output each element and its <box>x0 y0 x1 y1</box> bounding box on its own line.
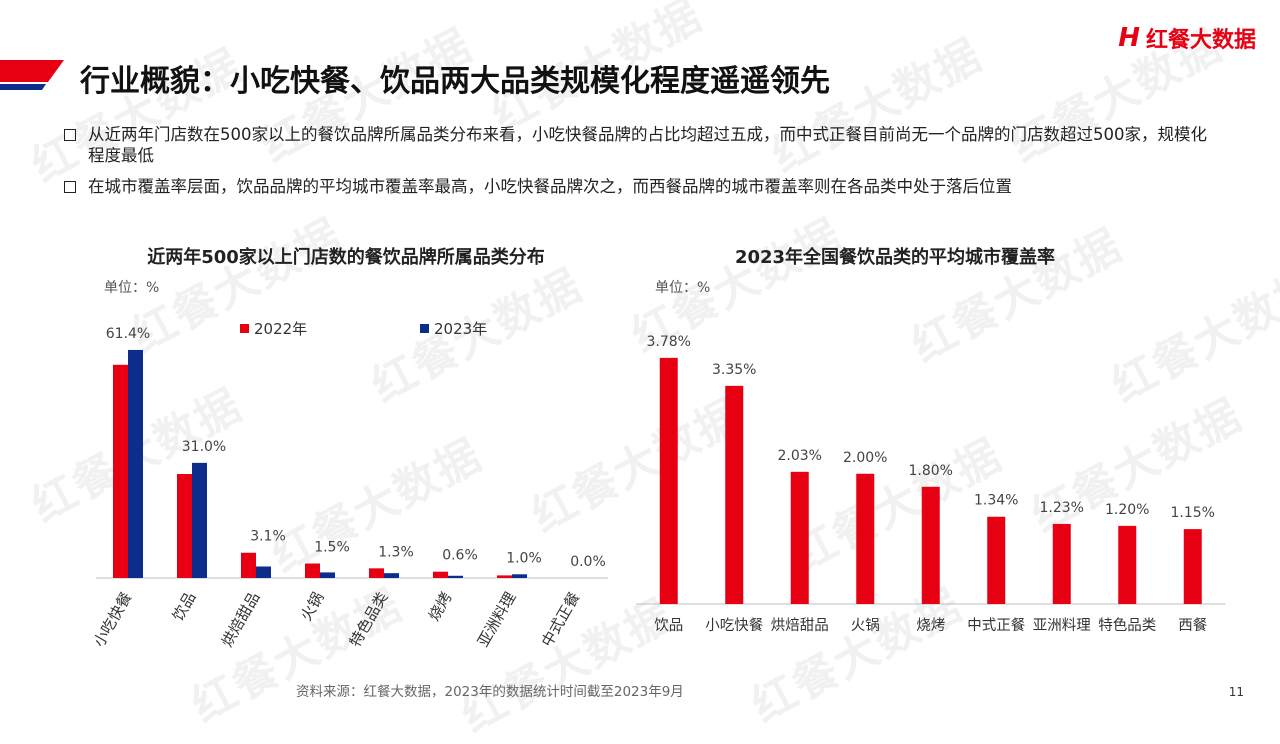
right-bar-chart: 3.78% 饮品 3.35% 小吃快餐 2.03% 烘焙甜品 2.00% 火锅 1.80% 烧烤 1… <box>636 334 1226 634</box>
page-number: 11 <box>1228 685 1244 699</box>
checkbox-bullet-icon <box>64 181 76 193</box>
legend-swatch-2023 <box>420 324 429 333</box>
data-label: 2.00% <box>843 450 887 466</box>
bar <box>921 486 940 604</box>
data-label: 1.80% <box>909 463 953 479</box>
right-chart-unit: 单位：% <box>655 280 711 296</box>
logo-icon: H <box>1118 23 1140 53</box>
bar-2022 <box>177 474 192 578</box>
legend-item-2022: 2022年 <box>240 318 307 339</box>
legend-swatch-2022 <box>240 324 249 333</box>
bar-2023 <box>384 573 399 578</box>
x-tick-label: 烧烤 <box>916 617 945 634</box>
bar <box>1052 523 1071 604</box>
x-tick-label: 亚洲料理 <box>474 589 520 650</box>
data-label: 1.20% <box>1105 502 1149 518</box>
brand-logo: H 红餐大数据 <box>1118 22 1256 54</box>
x-tick-label: 烘焙甜品 <box>771 617 829 634</box>
source-note: 资料来源：红餐大数据，2023年的数据统计时间截至2023年9月 <box>296 684 684 700</box>
x-tick-label: 中式正餐 <box>538 589 584 650</box>
x-tick-label: 中式正餐 <box>967 617 1025 634</box>
page-title: 行业概貌：小吃快餐、饮品两大品类规模化程度遥遥领先 <box>80 64 830 99</box>
bullet-item: 在城市覆盖率层面，饮品品牌的平均城市覆盖率最高，小吃快餐品牌次之，而西餐品牌的城… <box>64 176 1214 197</box>
left-chart-unit: 单位：% <box>104 280 160 296</box>
bullet-text: 在城市覆盖率层面，饮品品牌的平均城市覆盖率最高，小吃快餐品牌次之，而西餐品牌的城… <box>88 177 1012 196</box>
bar-2023 <box>192 462 207 578</box>
checkbox-bullet-icon <box>64 129 76 141</box>
brand-name: 红餐大数据 <box>1145 28 1256 53</box>
legend-item-2023: 2023年 <box>420 318 487 339</box>
summary-bullets: 从近两年门店数在500家以上的餐饮品牌所属品类分布来看，小吃快餐品牌的占比均超过… <box>64 124 1214 207</box>
x-tick-label: 饮品 <box>169 589 200 624</box>
header-accent-bar <box>0 60 64 90</box>
bar-2023 <box>448 575 463 578</box>
bar-2023 <box>256 566 271 578</box>
data-label: 1.15% <box>1171 505 1215 521</box>
bar <box>659 357 678 604</box>
x-tick-label: 小吃快餐 <box>90 589 136 650</box>
x-tick-label: 特色品类 <box>346 589 392 650</box>
legend-label-2023: 2023年 <box>434 320 488 338</box>
bar-2023 <box>128 349 143 578</box>
data-label: 3.35% <box>712 362 756 378</box>
bar <box>725 385 744 604</box>
bar <box>1118 525 1137 604</box>
x-tick-label: 西餐 <box>1178 617 1207 634</box>
bar <box>790 471 809 604</box>
bar-2022 <box>433 571 448 578</box>
bullet-item: 从近两年门店数在500家以上的餐饮品牌所属品类分布来看，小吃快餐品牌的占比均超过… <box>64 124 1214 166</box>
data-label: 1.34% <box>974 493 1018 509</box>
left-bar-chart: 61.4% 小吃快餐 31.0% 饮品 3.1% 烘焙甜品 1.5% 火锅 1.3% 特色品类 0.… <box>90 326 608 650</box>
x-tick-label: 小吃快餐 <box>705 617 763 634</box>
data-label: 61.4% <box>106 326 150 342</box>
bullet-text: 从近两年门店数在500家以上的餐饮品牌所属品类分布来看，小吃快餐品牌的占比均超过… <box>88 125 1207 165</box>
bar-2022 <box>113 364 128 578</box>
data-label: 1.3% <box>378 544 414 560</box>
x-tick-label: 烧烤 <box>425 589 456 624</box>
bar-2022 <box>369 568 384 578</box>
left-chart-title: 近两年500家以上门店数的餐饮品牌所属品类分布 <box>147 247 545 268</box>
data-label: 31.0% <box>182 439 226 455</box>
data-label: 0.6% <box>442 548 478 564</box>
x-tick-label: 火锅 <box>297 589 328 624</box>
x-tick-label: 烘焙甜品 <box>218 589 264 650</box>
data-label: 1.5% <box>314 540 350 556</box>
data-label: 3.1% <box>250 529 286 545</box>
bar <box>987 516 1006 604</box>
bar-2023 <box>512 574 527 578</box>
bar-2023 <box>320 572 335 578</box>
x-tick-label: 亚洲料理 <box>1033 617 1091 634</box>
x-tick-label: 饮品 <box>654 617 683 634</box>
data-label: 1.0% <box>506 550 542 566</box>
data-label: 0.0% <box>570 554 606 570</box>
x-tick-label: 火锅 <box>851 617 880 634</box>
data-label: 1.23% <box>1040 500 1084 516</box>
bar <box>1183 529 1202 604</box>
data-label: 2.03% <box>778 448 822 464</box>
data-label: 3.78% <box>647 334 691 350</box>
bar-2022 <box>241 552 256 578</box>
x-tick-label: 特色品类 <box>1098 617 1156 634</box>
bar-2022 <box>497 575 512 578</box>
bar-2022 <box>305 563 320 578</box>
right-chart-title: 2023年全国餐饮品类的平均城市覆盖率 <box>734 247 1056 268</box>
bar <box>856 473 875 604</box>
legend-label-2022: 2022年 <box>254 320 308 338</box>
